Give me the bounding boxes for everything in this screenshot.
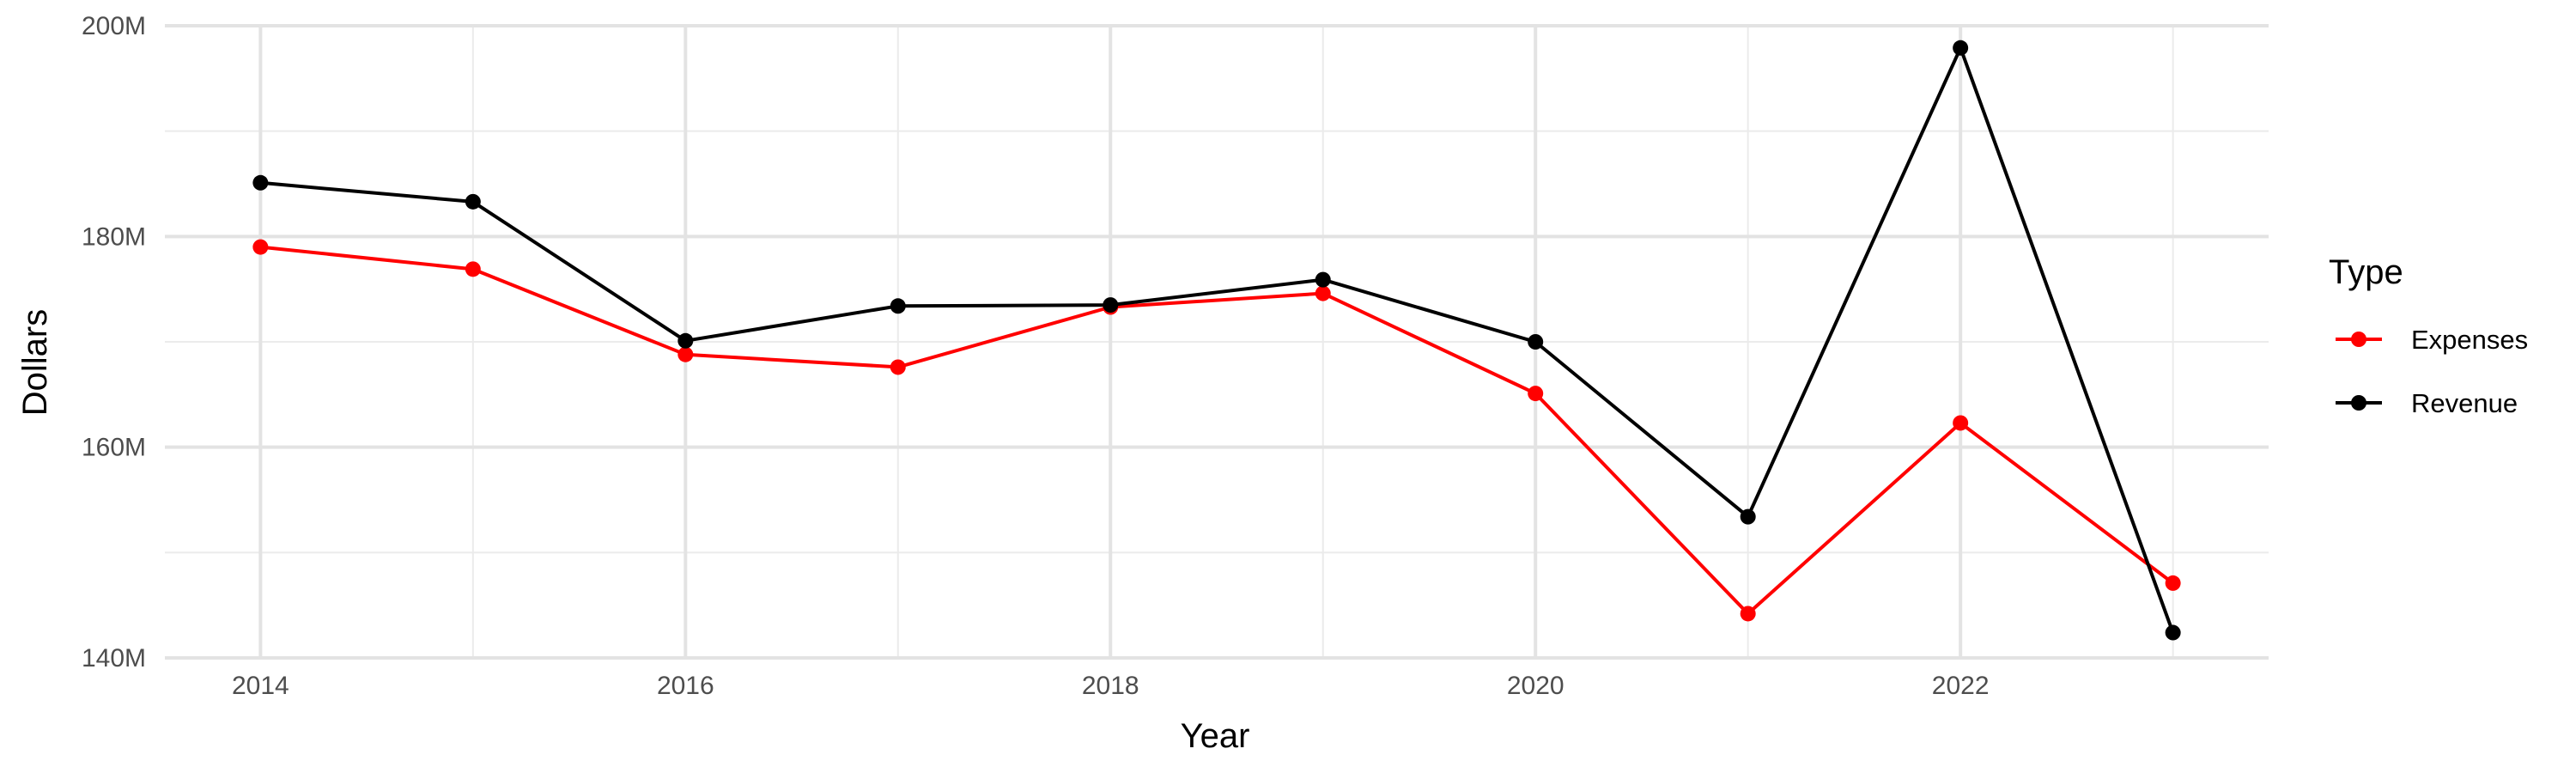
data-point-revenue	[890, 298, 906, 314]
data-point-expenses	[465, 261, 481, 277]
x-tick-label: 2022	[1932, 672, 1990, 700]
data-point-expenses	[677, 346, 694, 362]
x-tick-label: 2016	[657, 672, 714, 700]
x-axis-tick-labels: 2014 2016 2018 2020 2022	[232, 672, 1990, 700]
data-point-expenses	[1953, 415, 1969, 431]
series-line-expenses	[258, 245, 2175, 616]
minor-gridlines	[165, 26, 2269, 658]
y-axis-tick-labels: 140M 160M 180M 200M	[82, 12, 146, 673]
data-point-expenses	[890, 359, 906, 375]
x-tick-label: 2014	[232, 672, 289, 700]
data-point-revenue	[1315, 271, 1331, 288]
y-axis-title: Dollars	[16, 309, 54, 416]
legend-key-point-expenses	[2351, 332, 2366, 347]
series-layer	[252, 40, 2181, 641]
data-point-revenue	[677, 332, 694, 349]
data-point-revenue	[465, 193, 481, 210]
data-point-expenses	[2165, 575, 2181, 591]
legend-title: Type	[2329, 253, 2403, 291]
data-point-revenue	[1103, 297, 1119, 313]
x-tick-label: 2018	[1082, 672, 1139, 700]
legend-label-expenses: Expenses	[2411, 325, 2528, 355]
legend-label-revenue: Revenue	[2411, 388, 2518, 418]
x-axis-title: Year	[1181, 717, 1250, 755]
y-tick-label: 180M	[82, 222, 146, 251]
data-point-expenses	[252, 239, 269, 255]
data-point-revenue	[1740, 508, 1756, 525]
data-point-expenses	[1740, 606, 1756, 622]
data-point-revenue	[2165, 624, 2181, 641]
data-point-revenue	[252, 174, 269, 191]
legend-key-point-revenue	[2351, 395, 2366, 411]
legend: Type Expenses Revenue	[2329, 253, 2528, 418]
y-tick-label: 140M	[82, 644, 146, 673]
data-point-expenses	[1315, 285, 1331, 301]
y-tick-label: 200M	[82, 12, 146, 40]
y-tick-label: 160M	[82, 434, 146, 462]
x-tick-label: 2020	[1507, 672, 1564, 700]
series-line-revenue	[258, 46, 2175, 635]
data-point-revenue	[1953, 40, 1969, 56]
data-point-expenses	[1528, 386, 1544, 402]
data-point-revenue	[1528, 334, 1544, 350]
